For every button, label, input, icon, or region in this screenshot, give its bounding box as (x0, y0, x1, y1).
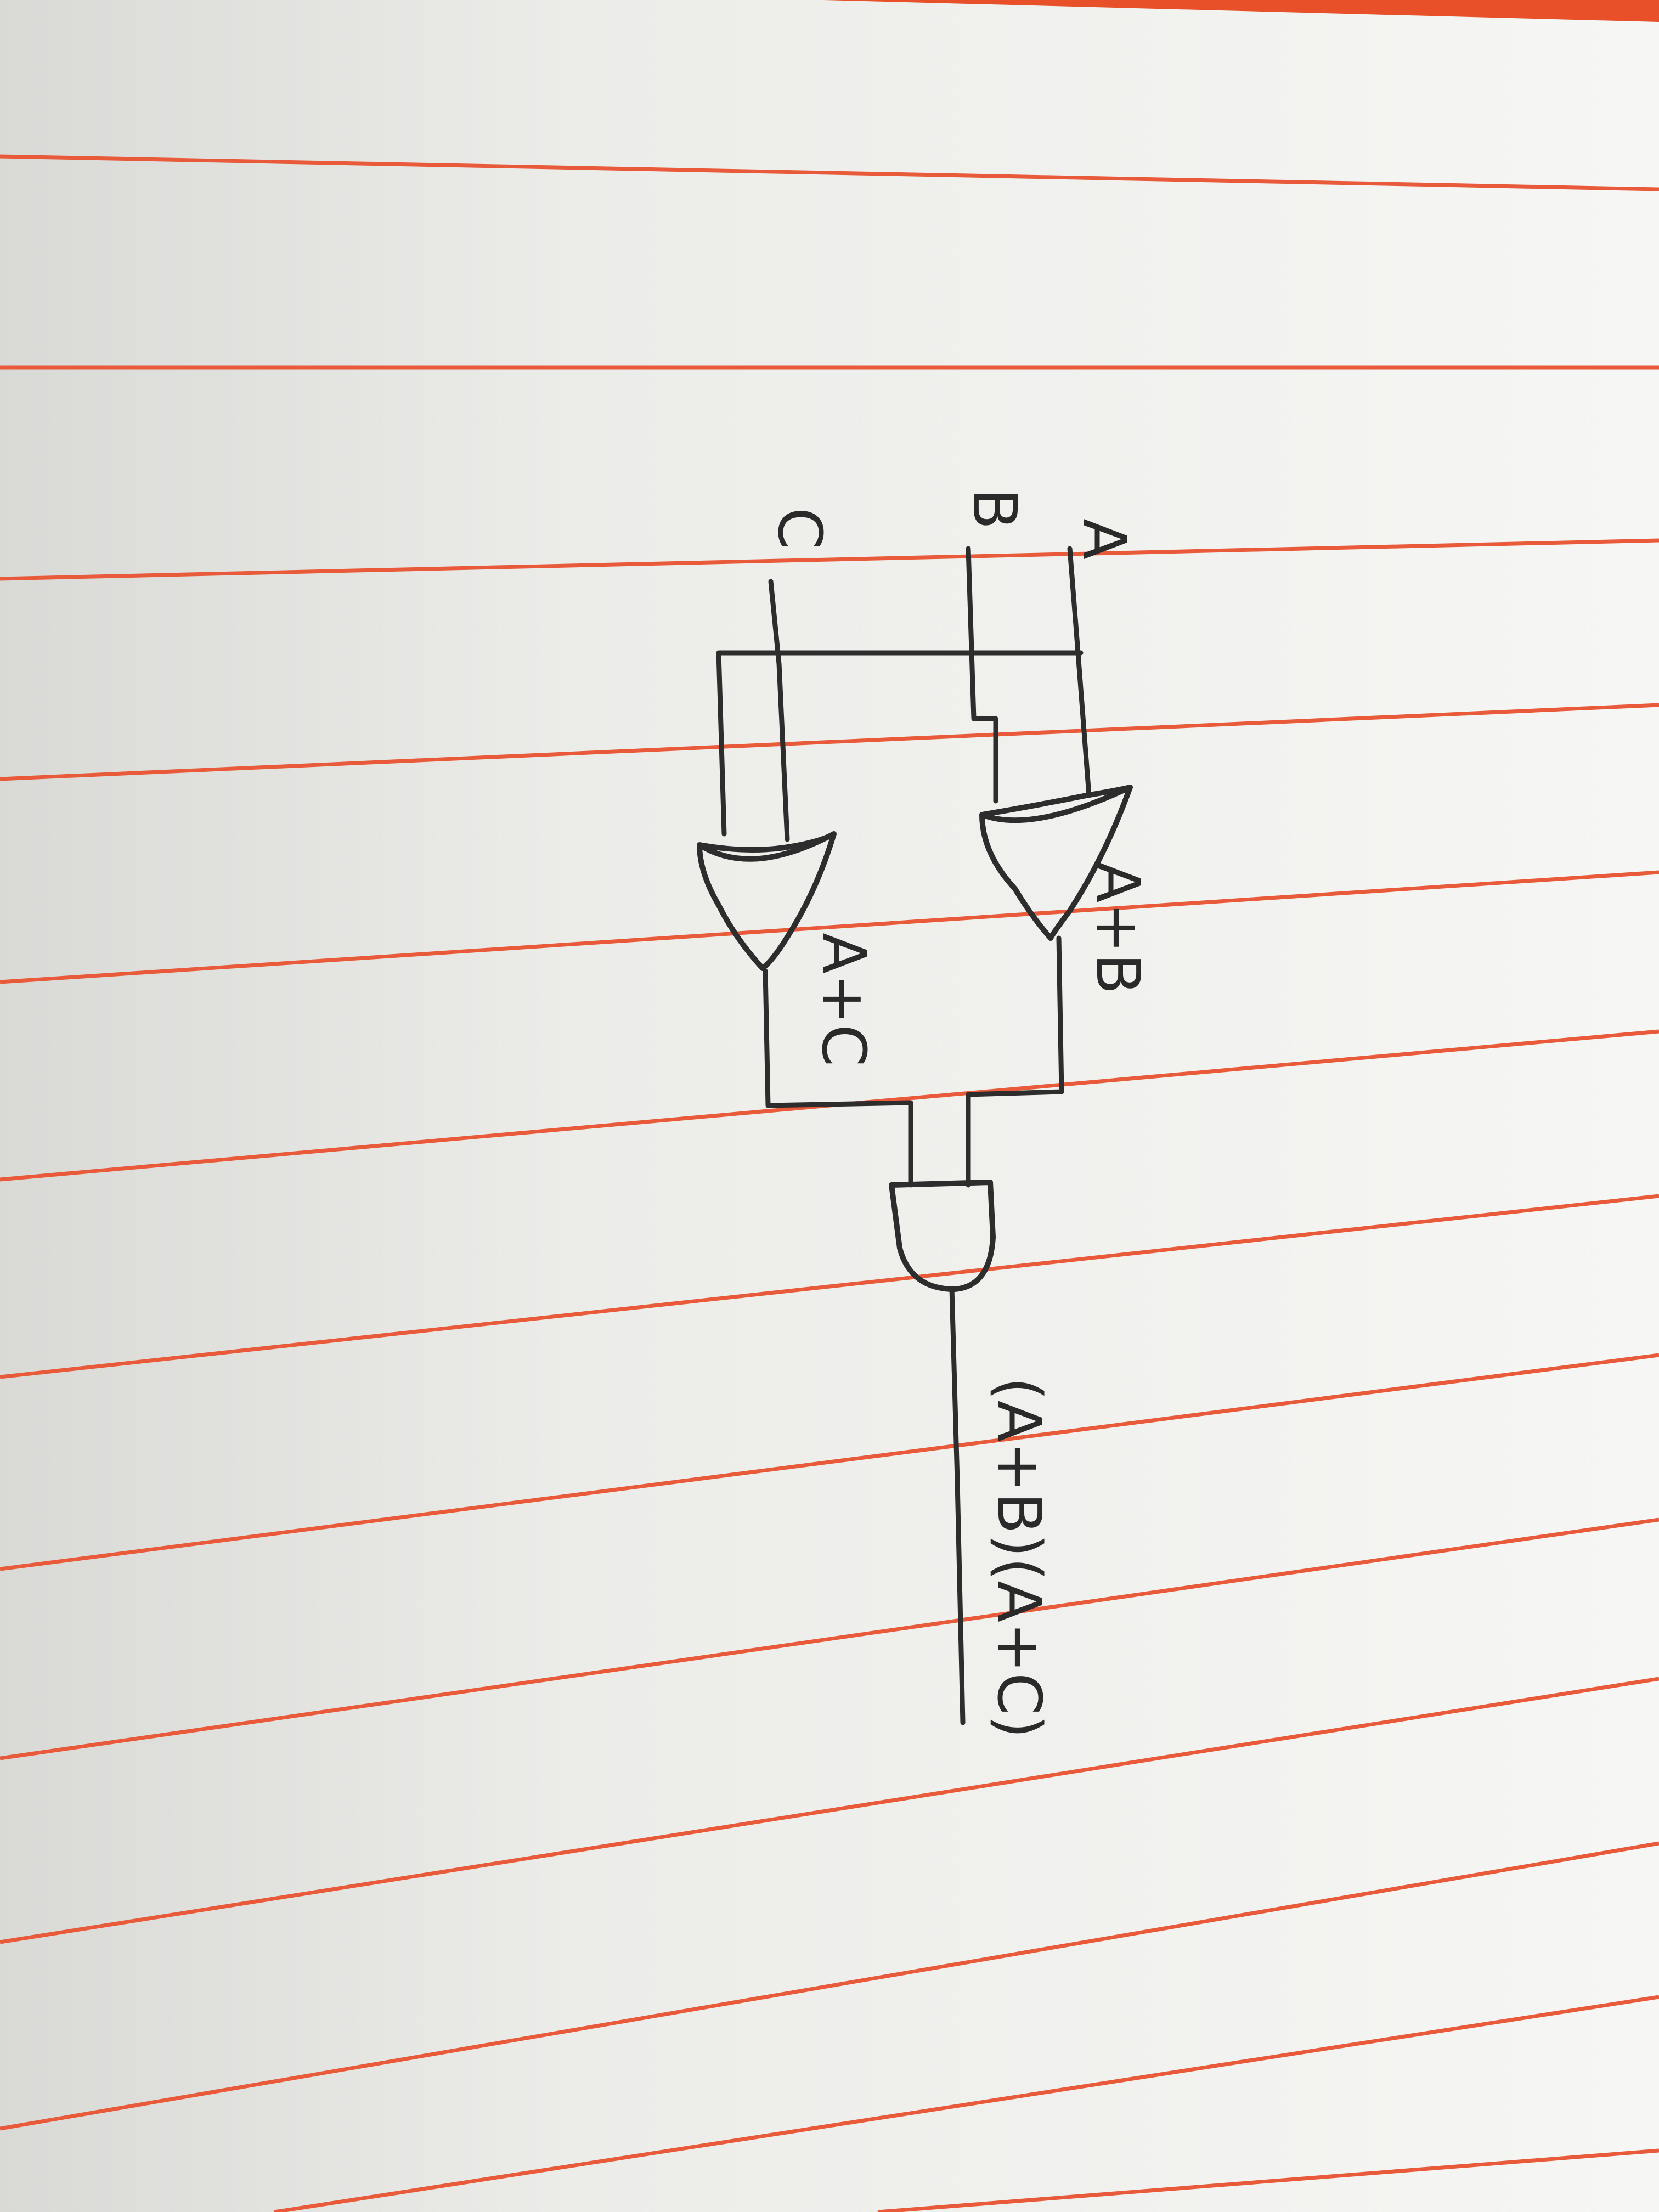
wire-and-output (949, 1286, 966, 1725)
ruled-lines (0, 154, 1659, 2212)
wire-a-bus (716, 650, 1084, 837)
wire-or-top-output (966, 935, 1064, 1188)
input-label-c: C (765, 507, 835, 550)
or-bottom-output-label: A+C (809, 933, 879, 1066)
wire-or-bottom-output (763, 968, 913, 1188)
input-label-a: A (1069, 518, 1139, 560)
input-label-b: B (960, 488, 1030, 529)
top-margin-band (823, 0, 1659, 22)
circuit-output-label: (A+B)(A+C) (984, 1377, 1054, 1739)
wire-input-b (966, 546, 998, 804)
and-gate (889, 1180, 996, 1292)
or-gate-top (979, 785, 1133, 941)
or-top-output-label: A+B (1083, 861, 1153, 995)
wires (716, 546, 1092, 1725)
wire-input-c (768, 579, 790, 842)
or-gate-bottom (697, 831, 837, 971)
